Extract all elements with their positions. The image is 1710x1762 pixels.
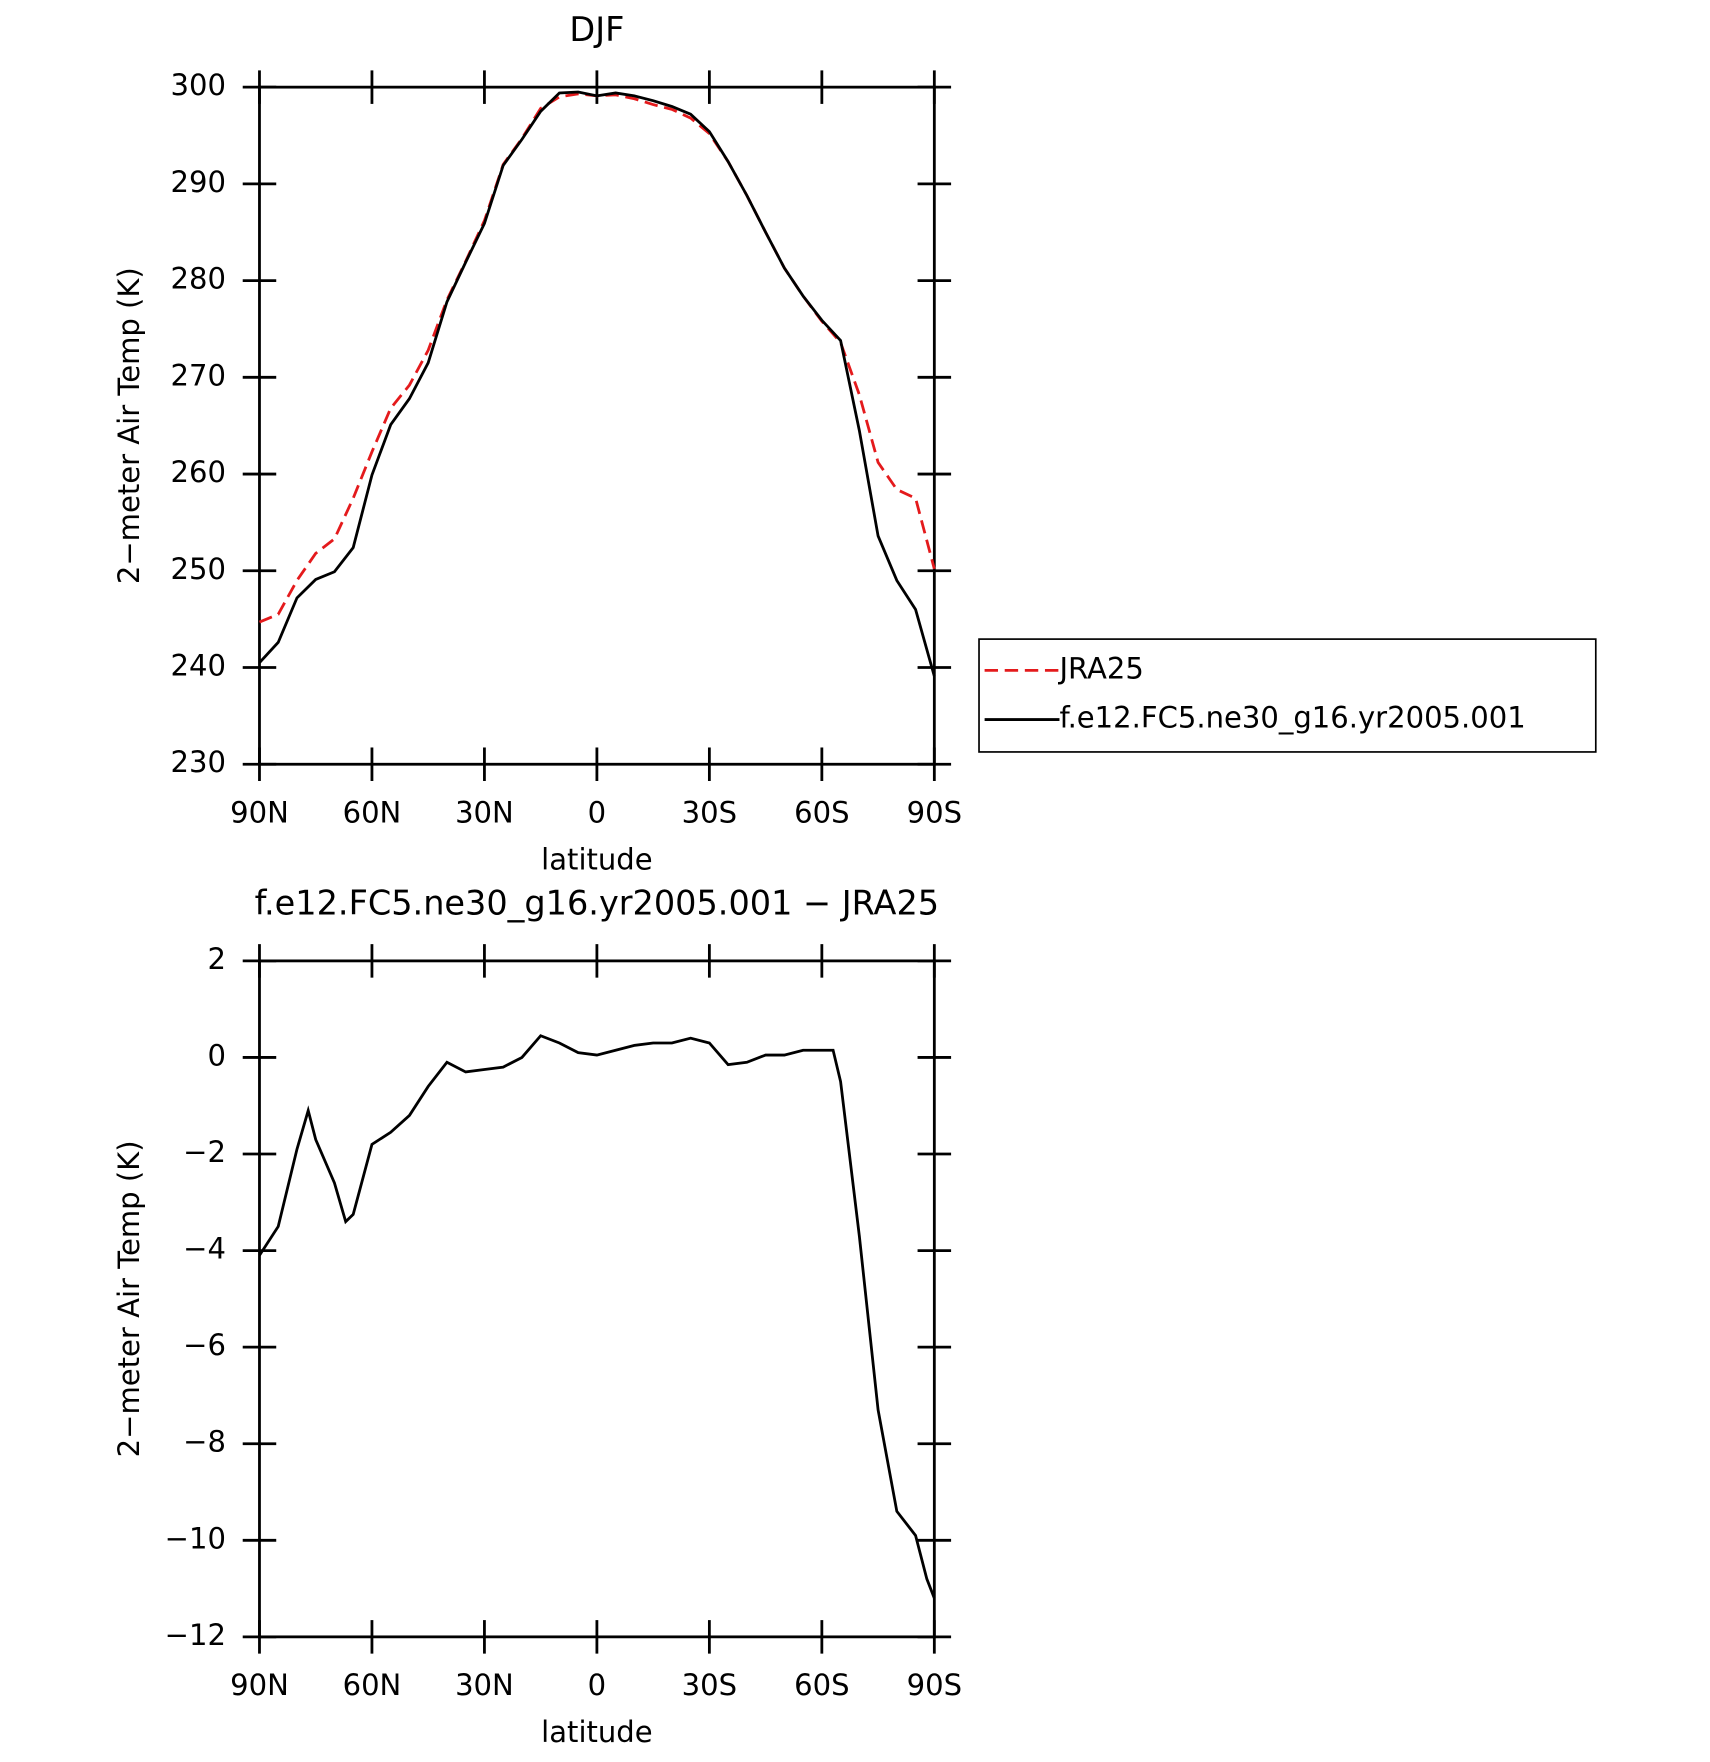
x-tick-label: 90N — [230, 1668, 289, 1702]
x-axis-label: latitude — [541, 1715, 652, 1749]
data-line — [258, 92, 936, 624]
legend-label: JRA25 — [1057, 651, 1143, 685]
y-tick-label: 270 — [171, 358, 226, 392]
legend-box — [978, 638, 1597, 753]
x-tick-label: 60S — [794, 796, 849, 830]
y-axis-label: 2−meter Air Temp (K) — [112, 267, 146, 584]
legend-label: f.e12.FC5.ne30_g16.yr2005.001 — [1059, 701, 1525, 735]
x-tick-label: 30N — [455, 1668, 514, 1702]
y-tick-label: −6 — [183, 1328, 226, 1362]
y-tick-label: −10 — [165, 1521, 226, 1555]
x-tick-label: 60N — [343, 796, 402, 830]
x-tick-label: 60S — [794, 1668, 849, 1702]
y-tick-label: 300 — [171, 68, 226, 102]
y-tick-label: 240 — [171, 649, 226, 683]
x-tick-label: 30N — [455, 796, 514, 830]
x-tick-label: 30S — [682, 1668, 737, 1702]
y-tick-label: 260 — [171, 455, 226, 489]
x-tick-label: 0 — [588, 1668, 606, 1702]
y-tick-label: −12 — [165, 1618, 226, 1652]
x-tick-label: 30S — [682, 796, 737, 830]
y-tick-label: −2 — [183, 1135, 226, 1169]
chart-title: f.e12.FC5.ne30_g16.yr2005.001 − JRA25 — [255, 884, 939, 923]
y-tick-label: −4 — [183, 1232, 226, 1266]
data-line — [258, 90, 936, 677]
x-tick-label: 90S — [907, 796, 962, 830]
chart-title: DJF — [569, 10, 624, 49]
y-tick-label: 230 — [171, 745, 226, 779]
x-tick-label: 90S — [907, 1668, 962, 1702]
y-tick-label: 290 — [171, 165, 226, 199]
y-tick-label: 2 — [207, 942, 225, 976]
data-line — [258, 1034, 936, 1599]
x-tick-label: 60N — [343, 1668, 402, 1702]
x-axis-label: latitude — [541, 842, 652, 876]
x-tick-label: 90N — [230, 796, 289, 830]
y-tick-label: 250 — [171, 552, 226, 586]
y-tick-label: −8 — [183, 1425, 226, 1459]
y-axis-label: 2−meter Air Temp (K) — [112, 1140, 146, 1457]
plot-frame — [258, 959, 936, 1639]
y-tick-label: 280 — [171, 262, 226, 296]
plot-frame — [258, 85, 936, 766]
y-tick-label: 0 — [207, 1038, 225, 1072]
x-tick-label: 0 — [588, 796, 606, 830]
